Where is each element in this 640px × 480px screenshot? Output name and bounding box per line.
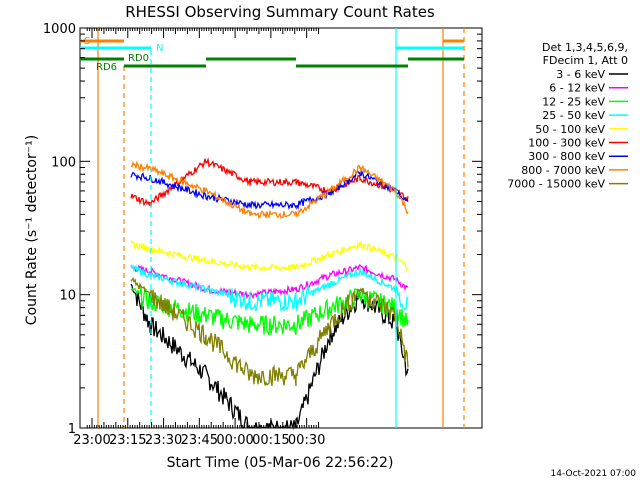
flag-label-rd6: RD6 bbox=[96, 62, 117, 73]
series-line-6 bbox=[130, 169, 409, 211]
y-tick-label: 1000 bbox=[43, 22, 76, 37]
footer-date: 14-Oct-2021 07:00 bbox=[551, 469, 637, 479]
chart-title: RHESSI Observing Summary Count Rates bbox=[125, 3, 435, 21]
x-tick-label: 23:45 bbox=[181, 433, 218, 448]
legend-label-3: 25 - 50 keV bbox=[542, 109, 605, 122]
legend-label-4: 50 - 100 keV bbox=[535, 123, 605, 136]
series-line-2 bbox=[130, 286, 409, 336]
series-layer bbox=[130, 157, 409, 430]
marker-layer: S N RD0 RD6 bbox=[80, 28, 465, 428]
x-tick-label: 23:15 bbox=[109, 433, 146, 448]
series-line-7 bbox=[130, 160, 409, 219]
x-tick-label: 00:15 bbox=[252, 433, 289, 448]
legend-label-2: 12 - 25 keV bbox=[542, 95, 605, 108]
series-line-1 bbox=[130, 263, 409, 300]
y-tick-label: 100 bbox=[51, 155, 76, 170]
legend-label-6: 300 - 800 keV bbox=[528, 150, 605, 163]
legend: Det 1,3,4,5,6,9, FDecim 1, Att 0 3 - 6 k… bbox=[507, 41, 628, 191]
legend-label-5: 100 - 300 keV bbox=[528, 137, 605, 150]
flag-label-rd0: RD0 bbox=[128, 53, 149, 64]
x-tick-label: 00:30 bbox=[288, 433, 325, 448]
series-line-3 bbox=[130, 264, 409, 313]
legend-label-0: 3 - 6 keV bbox=[556, 68, 605, 81]
flag-label-s: S bbox=[84, 36, 90, 47]
y-tick-label: 1 bbox=[68, 422, 76, 437]
legend-label-1: 6 - 12 keV bbox=[549, 82, 605, 95]
legend-header-line-1: Det 1,3,4,5,6,9, bbox=[542, 41, 628, 54]
legend-header-line-2: FDecim 1, Att 0 bbox=[543, 54, 628, 67]
y-axis-label: Count Rate (s⁻¹ detector⁻¹) bbox=[24, 135, 40, 325]
legend-label-8: 7000 - 15000 keV bbox=[507, 178, 605, 191]
series-line-8 bbox=[130, 276, 409, 387]
x-axis-label: Start Time (05-Mar-06 22:56:22) bbox=[167, 455, 394, 471]
legend-label-7: 800 - 7000 keV bbox=[521, 164, 605, 177]
x-tick-label: 00:00 bbox=[216, 433, 253, 448]
series-line-4 bbox=[130, 240, 409, 272]
flag-label-n: N bbox=[156, 43, 163, 54]
x-tick-label: 23:00 bbox=[73, 433, 110, 448]
plot-area: S N RD0 RD6 23:0023:1523:3023:4500:0000:150… bbox=[43, 22, 483, 448]
x-tick-label: 23:30 bbox=[145, 433, 182, 448]
y-tick-label: 10 bbox=[59, 289, 76, 304]
